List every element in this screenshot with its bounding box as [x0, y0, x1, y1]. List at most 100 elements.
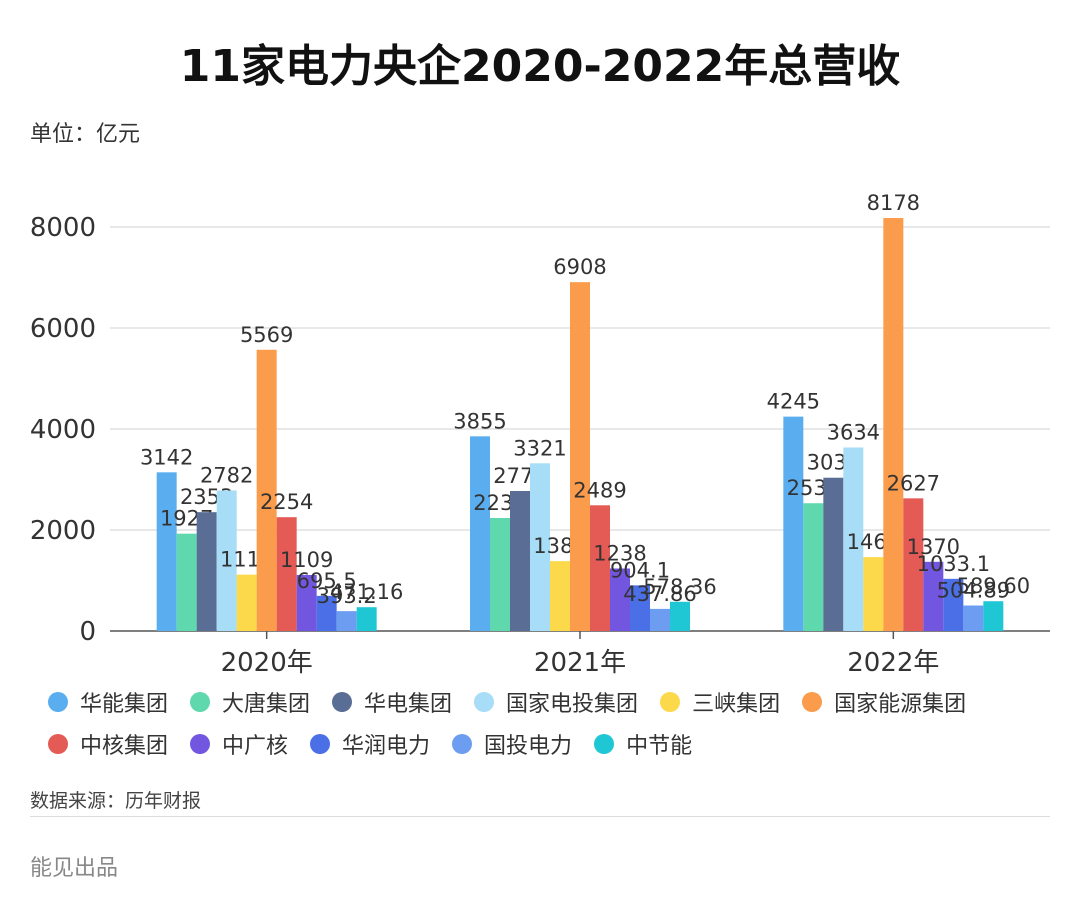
data-label: 2489: [573, 478, 626, 502]
bar: [630, 585, 650, 631]
legend-item: 国家电投集团: [474, 688, 638, 717]
data-label: 2782: [200, 464, 253, 488]
legend-item: 三峡集团: [660, 688, 781, 717]
legend-item: 中广核: [190, 730, 289, 759]
legend-item: 华电集团: [332, 688, 453, 717]
data-label: 6908: [553, 255, 606, 279]
bar: [196, 512, 217, 631]
bar: [923, 561, 944, 631]
legend-label: 中广核: [222, 734, 289, 759]
legend-dot-icon: [594, 734, 615, 754]
legend-dot-icon: [332, 692, 353, 712]
bar: [356, 607, 377, 631]
bar: [276, 517, 297, 631]
bar: [903, 498, 924, 631]
bar: [803, 503, 824, 631]
bar: [570, 282, 590, 631]
data-label: 471.16: [330, 580, 403, 604]
legend-label: 中核集团: [80, 734, 169, 759]
data-label: 3321: [513, 436, 566, 460]
bar: [176, 533, 197, 631]
brand-label: 能见出品: [30, 856, 119, 881]
legend-dot-icon: [802, 692, 823, 712]
legend-dot-icon: [452, 734, 473, 754]
bar: [296, 574, 317, 631]
data-label: 2254: [260, 490, 313, 514]
x-tick-label: 2022年: [847, 648, 939, 678]
y-tick-label: 6000: [30, 314, 96, 344]
bar: [316, 595, 337, 631]
bar: [256, 349, 277, 631]
data-label: 1109: [280, 548, 333, 572]
unit-label: 单位：亿元: [30, 122, 141, 147]
legend-label: 华润电力: [342, 734, 431, 759]
bar: [783, 416, 804, 631]
bar: [236, 574, 257, 631]
data-source: 数据来源：历年财报: [30, 790, 202, 812]
legend-dot-icon: [190, 734, 211, 754]
legend: 华能集团 大唐集团 华电集团 国家电投集团 三峡集团 国家能源集团中核集团 中广核 华润电力 国…: [48, 688, 1058, 759]
bar: [843, 447, 864, 631]
data-label: 504.89: [937, 579, 1010, 603]
legend-item: 中节能: [594, 730, 693, 759]
legend-label: 华电集团: [364, 692, 453, 717]
bar: [336, 611, 357, 631]
bar: [590, 505, 610, 631]
legend-dot-icon: [48, 734, 68, 754]
x-tick-label: 2020年: [221, 648, 313, 678]
data-label: 1238: [593, 541, 646, 565]
legend-item: 国投电力: [452, 730, 573, 759]
bar: [670, 601, 690, 631]
y-tick-label: 2000: [30, 516, 96, 546]
bar: [650, 608, 670, 631]
legend-dot-icon: [310, 734, 331, 754]
legend-label: 三峡集团: [692, 692, 781, 717]
data-label: 1370: [907, 535, 960, 559]
data-label: 904.1: [610, 558, 670, 582]
legend-item: 国家能源集团: [802, 688, 967, 717]
data-label: 3855: [453, 409, 506, 433]
data-label: 1033.1: [917, 552, 990, 576]
bar: [883, 218, 904, 632]
data-label: 8178: [867, 191, 920, 215]
data-label: 589.60: [957, 574, 1030, 598]
data-label: 3142: [140, 445, 193, 469]
legend-dot-icon: [48, 692, 68, 712]
bar: [863, 557, 884, 631]
bar: [963, 605, 984, 631]
legend-item: 华润电力: [310, 730, 431, 759]
bar: [510, 491, 530, 631]
x-tick-label: 2021年: [534, 648, 626, 678]
legend-item: 华能集团: [48, 688, 169, 717]
bar: [823, 477, 844, 631]
legend-label: 华能集团: [80, 692, 169, 717]
data-label: 4245: [767, 390, 820, 414]
data-label: 2627: [887, 471, 940, 495]
legend-label: 国投电力: [484, 734, 573, 759]
legend-item: 大唐集团: [190, 688, 311, 717]
bar: [983, 601, 1004, 631]
legend-label: 国家能源集团: [834, 692, 967, 717]
chart-title: 11家电力央企2020-2022年总营收: [179, 41, 901, 92]
bar: [216, 490, 237, 631]
bar: [156, 472, 177, 631]
bar: [943, 578, 964, 631]
legend-item: 中核集团: [48, 730, 169, 759]
bar: [530, 463, 550, 631]
legend-dot-icon: [660, 692, 681, 712]
data-label: 695.5: [297, 569, 357, 593]
legend-label: 大唐集团: [222, 692, 311, 717]
legend-label: 中节能: [626, 734, 693, 759]
divider: [30, 816, 1050, 817]
y-tick-label: 4000: [30, 415, 96, 445]
legend-dot-icon: [474, 692, 495, 712]
data-label: 578.36: [643, 575, 716, 599]
bar: [470, 436, 490, 631]
y-tick-label: 0: [79, 617, 96, 647]
data-label: 5569: [240, 323, 293, 347]
bar: [550, 561, 570, 631]
legend-dot-icon: [190, 692, 211, 712]
bar: [610, 568, 630, 631]
data-label: 393.2: [317, 584, 377, 608]
data-label: 3634: [827, 420, 880, 444]
